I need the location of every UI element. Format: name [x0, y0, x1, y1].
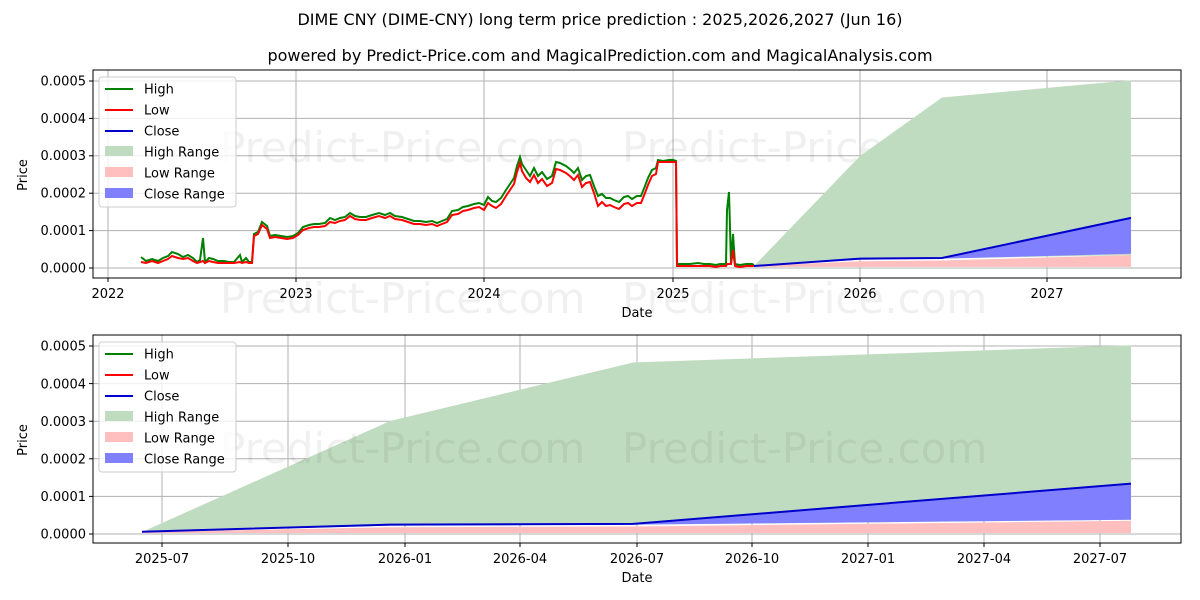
low-range-area — [142, 520, 1131, 533]
legend-high-range-label: High Range — [144, 146, 219, 161]
x-tick-label: 2027 — [1030, 287, 1063, 302]
legend-close-range-label: Close Range — [144, 188, 225, 203]
legend-high-range-swatch — [105, 146, 133, 156]
close-range-area — [754, 217, 1131, 266]
top-legend: High Low Close High Range Low Range Clos… — [98, 76, 237, 208]
legend-high-label: High — [144, 83, 174, 98]
bottom-legend: High Low Close High Range Low Range Clos… — [98, 341, 237, 473]
chart-title: DIME CNY (DIME-CNY) long term price pred… — [297, 10, 903, 29]
x-tick-label: 2027-07 — [1073, 552, 1127, 567]
x-tick-label: 2024 — [467, 287, 500, 302]
y-tick-label: 0.0001 — [41, 224, 87, 239]
watermark: Predict-Price.com — [622, 424, 987, 473]
y-tick-label: 0.0005 — [41, 75, 87, 90]
bottom-chart: Predict-Price.com Predict-Price.com 0.00… — [16, 334, 1182, 586]
legend-low-label: Low — [144, 369, 170, 384]
watermark: Predict-Price.com — [220, 274, 585, 323]
high-range-area — [142, 345, 1131, 532]
x-tick-label: 2025-07 — [135, 552, 189, 567]
y-axis-title: Price — [16, 424, 31, 456]
x-tick-label: 2026 — [843, 287, 876, 302]
x-tick-label: 2025 — [656, 287, 689, 302]
legend-high-range-label: High Range — [144, 411, 219, 426]
y-tick-label: 0.0002 — [41, 453, 87, 468]
y-tick-label: 0.0000 — [41, 528, 87, 543]
x-tick-label: 2026-10 — [725, 552, 779, 567]
x-tick-label: 2026-07 — [610, 552, 664, 567]
legend-low-range-label: Low Range — [144, 432, 215, 447]
legend-low-label: Low — [144, 104, 170, 119]
y-tick-label: 0.0000 — [41, 262, 87, 277]
x-tick-label: 2027-01 — [841, 552, 895, 567]
x-axis-title: Date — [621, 306, 652, 321]
y-tick-label: 0.0003 — [41, 415, 87, 430]
x-tick-label: 2026-04 — [493, 552, 547, 567]
y-tick-label: 0.0004 — [41, 378, 87, 393]
close-line — [141, 482, 1132, 533]
legend-close-range-swatch — [105, 453, 133, 463]
y-tick-label: 0.0001 — [41, 490, 87, 505]
x-tick-label: 2026-01 — [378, 552, 432, 567]
y-tick-label: 0.0003 — [41, 149, 87, 164]
legend-low-range-swatch — [105, 167, 133, 177]
y-tick-label: 0.0002 — [41, 187, 87, 202]
top-chart: Predict-Price.com Predict-Price.com 0.00… — [16, 69, 1182, 321]
y-tick-label: 0.0004 — [41, 112, 87, 127]
x-tick-label: 2023 — [279, 287, 312, 302]
legend-close-range-label: Close Range — [144, 453, 225, 468]
close-range-area — [142, 483, 1131, 532]
legend-high-label: High — [144, 348, 174, 363]
legend-low-range-label: Low Range — [144, 167, 215, 182]
x-tick-label: 2025-10 — [261, 552, 315, 567]
legend-high-range-swatch — [105, 411, 133, 421]
watermark: Predict-Price.com — [220, 424, 585, 473]
low-line — [140, 159, 754, 269]
low-range-area — [754, 255, 1131, 267]
legend-low-range-swatch — [105, 432, 133, 442]
chart-subtitle: powered by Predict-Price.com and Magical… — [267, 46, 933, 65]
top-axes-frame — [92, 69, 1182, 279]
x-tick-label: 2022 — [91, 287, 124, 302]
watermark: Predict-Price.com — [220, 123, 585, 172]
y-axis-title: Price — [16, 159, 31, 191]
y-tick-label: 0.0005 — [41, 340, 87, 355]
close-line — [753, 216, 1132, 267]
legend-close-range-swatch — [105, 188, 133, 198]
watermark: Predict-Price.com — [622, 274, 987, 323]
high-range-area — [754, 80, 1131, 266]
legend-close-label: Close — [144, 390, 179, 405]
x-tick-label: 2027-04 — [957, 552, 1011, 567]
x-axis-title: Date — [621, 571, 652, 586]
legend-close-label: Close — [144, 125, 179, 140]
